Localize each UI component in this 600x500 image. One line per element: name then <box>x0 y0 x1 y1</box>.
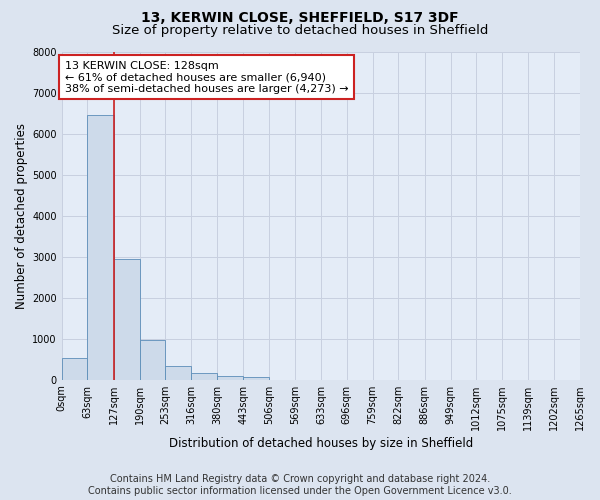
Bar <box>217 376 243 380</box>
Y-axis label: Number of detached properties: Number of detached properties <box>15 122 28 308</box>
Bar <box>243 377 269 380</box>
Text: Size of property relative to detached houses in Sheffield: Size of property relative to detached ho… <box>112 24 488 37</box>
Bar <box>166 366 191 380</box>
Bar <box>113 258 140 380</box>
Text: 13 KERWIN CLOSE: 128sqm
← 61% of detached houses are smaller (6,940)
38% of semi: 13 KERWIN CLOSE: 128sqm ← 61% of detache… <box>65 60 348 94</box>
Bar <box>191 373 217 380</box>
Bar <box>140 340 166 380</box>
Bar <box>88 115 113 380</box>
Text: 13, KERWIN CLOSE, SHEFFIELD, S17 3DF: 13, KERWIN CLOSE, SHEFFIELD, S17 3DF <box>141 11 459 25</box>
Text: Contains HM Land Registry data © Crown copyright and database right 2024.
Contai: Contains HM Land Registry data © Crown c… <box>88 474 512 496</box>
Bar <box>62 358 88 380</box>
X-axis label: Distribution of detached houses by size in Sheffield: Distribution of detached houses by size … <box>169 437 473 450</box>
